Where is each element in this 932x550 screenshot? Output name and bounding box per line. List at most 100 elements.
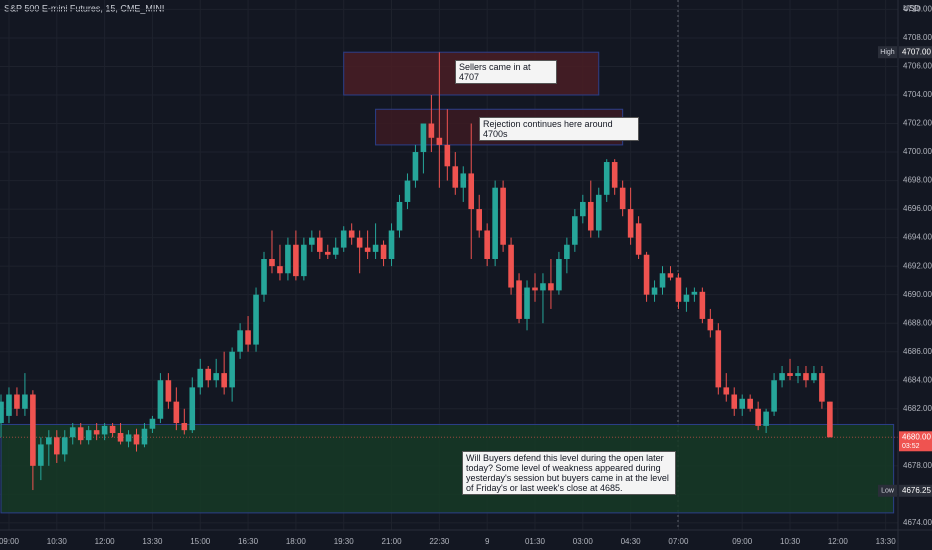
candle-body xyxy=(811,373,817,381)
y-tick-label: 4686.00 xyxy=(903,347,932,356)
candle-body xyxy=(149,418,156,429)
marker-value-box xyxy=(899,484,932,497)
candle-body xyxy=(739,398,746,409)
candle-body xyxy=(827,401,833,438)
x-tick-label: 07:00 xyxy=(668,537,689,546)
candle-body xyxy=(611,162,618,188)
candle-body xyxy=(213,373,219,381)
candle-body xyxy=(181,423,188,431)
candle-body xyxy=(731,394,738,409)
candle-body xyxy=(380,244,387,260)
candle-body xyxy=(508,244,514,288)
candle-body xyxy=(261,259,267,295)
candle-body xyxy=(396,201,403,231)
last-price-box xyxy=(899,431,932,452)
candle-body xyxy=(285,244,291,274)
candle-body xyxy=(348,230,355,238)
marker-value: 4707.00 xyxy=(902,47,931,56)
candle-body xyxy=(572,216,578,245)
y-tick-label: 4674.00 xyxy=(903,518,932,527)
y-tick-label: 4694.00 xyxy=(903,233,932,242)
candle-body xyxy=(460,173,467,188)
candle-body xyxy=(468,173,475,210)
x-tick-label: 12:00 xyxy=(95,537,116,546)
candle-body xyxy=(564,244,570,260)
candle-body xyxy=(795,373,801,376)
marker-value-box xyxy=(899,46,932,59)
candle-body xyxy=(444,144,451,167)
y-tick-label: 4678.00 xyxy=(903,461,932,470)
candle-body xyxy=(38,444,44,466)
candle-body xyxy=(500,187,506,245)
candle-body xyxy=(428,123,435,138)
candle-body xyxy=(699,291,706,319)
y-tick-label: 4704.00 xyxy=(903,90,932,99)
candle-body xyxy=(269,259,275,267)
y-tick-label: 4698.00 xyxy=(903,176,932,185)
y-tick-label: 4710.00 xyxy=(903,5,932,14)
candle-body xyxy=(109,425,116,434)
candle-body xyxy=(436,137,443,145)
candle-body xyxy=(61,437,68,455)
x-tick-label: 01:30 xyxy=(525,537,546,546)
y-tick-label: 4682.00 xyxy=(903,404,932,413)
candle-body xyxy=(141,428,148,445)
marker-name: Low xyxy=(881,488,895,495)
candle-body xyxy=(14,394,20,409)
x-tick-label: 19:30 xyxy=(334,537,355,546)
candle-body xyxy=(173,401,180,424)
marker-name-box xyxy=(878,46,897,59)
annotation: Rejection continues here around 4700s xyxy=(479,117,639,141)
candle-body xyxy=(540,283,546,291)
candle-body xyxy=(189,387,196,431)
y-tick-label: 4708.00 xyxy=(903,33,932,42)
x-tick-label: 21:00 xyxy=(382,537,403,546)
candle-body xyxy=(340,230,347,248)
candle-body xyxy=(675,277,682,302)
candle-body xyxy=(101,425,108,435)
candles xyxy=(0,52,833,491)
candle-body xyxy=(627,209,634,238)
candle-body xyxy=(22,394,28,409)
candle-body xyxy=(587,201,594,231)
candle-body xyxy=(691,291,698,295)
candle-body xyxy=(30,394,36,466)
x-tick-label: 13:30 xyxy=(876,537,897,546)
candle-body xyxy=(643,254,650,295)
candle-body xyxy=(619,187,626,210)
y-tick-label: 4690.00 xyxy=(903,290,932,299)
x-tick-label: 03:00 xyxy=(573,537,594,546)
candle-body xyxy=(69,427,76,438)
candle-body xyxy=(779,373,785,381)
y-tick-label: 4688.00 xyxy=(903,318,932,327)
x-tick-label: 09:00 xyxy=(732,537,753,546)
x-tick-label: 9 xyxy=(485,537,490,546)
candle-body xyxy=(524,287,530,319)
candle-body xyxy=(492,187,498,260)
candle-body xyxy=(6,394,12,416)
candle-body xyxy=(229,351,235,388)
candle-body xyxy=(723,387,730,395)
candle-body xyxy=(125,434,132,442)
x-tick-label: 04:30 xyxy=(621,537,642,546)
candle-body xyxy=(205,368,212,381)
candle-body xyxy=(93,430,100,435)
candle-body xyxy=(707,318,714,331)
currency: USD xyxy=(903,4,920,13)
candle-body xyxy=(253,294,259,345)
candle-body xyxy=(277,266,283,274)
candle-body xyxy=(763,411,769,426)
candle-body xyxy=(580,201,586,217)
candle-body xyxy=(819,373,825,402)
candle-body xyxy=(548,283,554,291)
candle-body xyxy=(659,273,666,288)
candle-body xyxy=(803,373,809,381)
candle-body xyxy=(635,223,642,255)
candle-body xyxy=(372,244,379,252)
x-tick-label: 15:00 xyxy=(190,537,211,546)
marker-name: High xyxy=(880,49,895,56)
x-tick-label: 10:30 xyxy=(47,537,68,546)
candle-body xyxy=(532,287,538,291)
x-tick-label: 10:30 xyxy=(780,537,801,546)
